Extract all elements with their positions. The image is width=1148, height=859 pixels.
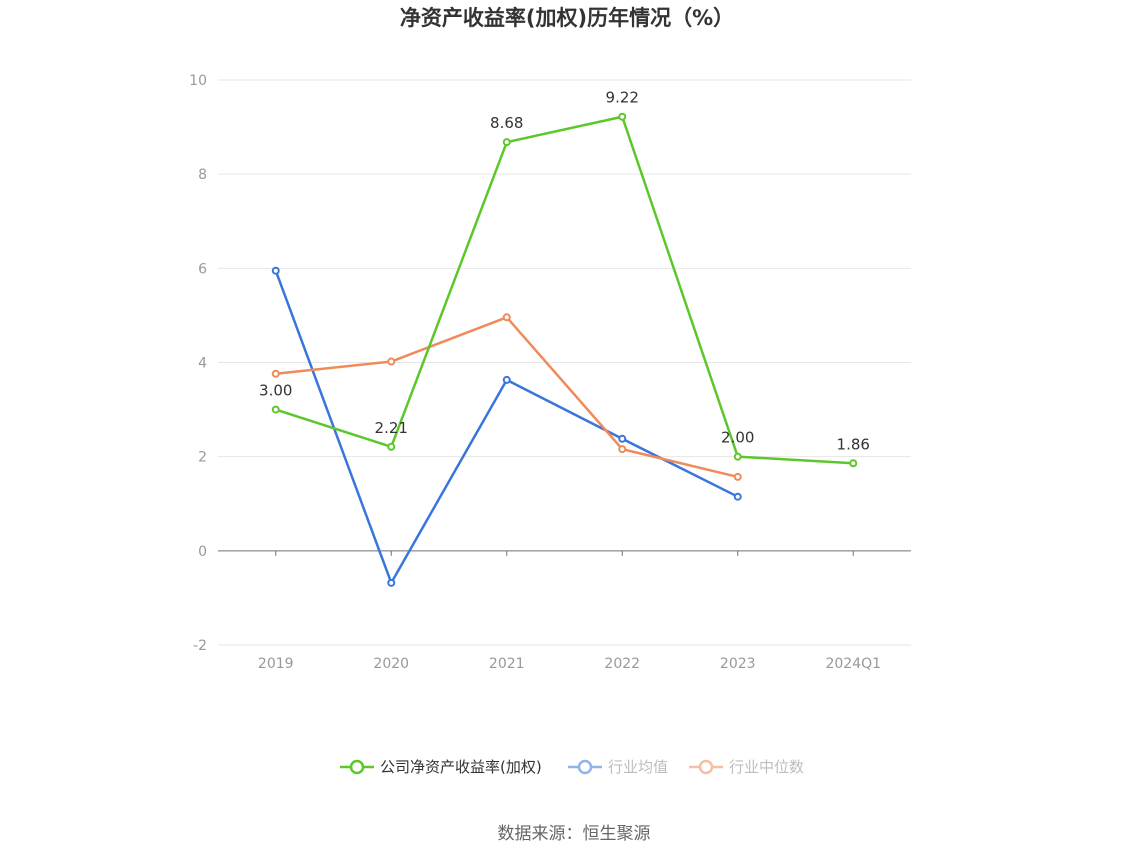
data-point	[733, 472, 742, 481]
data-label: 1.86	[837, 435, 870, 453]
data-point	[849, 459, 858, 468]
data-point	[618, 112, 627, 121]
series-0: 3.00 2.21 8.68 9.22 2.00 1.86	[259, 89, 870, 468]
series-line	[275, 115, 854, 465]
x-axis: 2019 2020 2021 2022 2023 2024Q1	[218, 550, 911, 672]
x-tick-label: 2022	[604, 656, 640, 672]
y-tick-label: 8	[198, 167, 207, 183]
x-tick-label: 2023	[720, 656, 756, 672]
data-point	[502, 138, 511, 147]
chart-title: 净资产收益率(加权)历年情况（%）	[400, 6, 734, 30]
x-tick-label: 2019	[258, 656, 294, 672]
data-point	[387, 442, 396, 451]
source-note: 数据来源：恒生聚源	[498, 824, 651, 844]
grid	[218, 79, 911, 646]
data-point	[618, 445, 627, 454]
data-point	[733, 492, 742, 501]
y-tick-label: 10	[189, 73, 207, 89]
data-point	[387, 357, 396, 366]
data-point	[618, 434, 627, 443]
data-label: 2.21	[375, 419, 408, 437]
legend-marker	[349, 759, 365, 775]
data-label: 9.22	[606, 89, 639, 107]
y-tick-label: 2	[198, 450, 207, 466]
series-line	[275, 316, 739, 479]
data-point	[271, 266, 280, 275]
x-tick-label: 2021	[489, 656, 525, 672]
data-point	[387, 578, 396, 587]
y-tick-label: 6	[198, 261, 207, 277]
y-tick-label: 4	[198, 356, 207, 372]
legend-marker	[698, 759, 714, 775]
data-point	[271, 369, 280, 378]
data-point	[502, 313, 511, 322]
legend-marker	[577, 759, 593, 775]
data-point	[733, 452, 742, 461]
data-point	[271, 405, 280, 414]
legend-label: 行业均值	[608, 758, 668, 776]
data-point	[502, 375, 511, 384]
legend-item-0: 公司净资产收益率(加权)	[340, 758, 542, 776]
legend: 公司净资产收益率(加权) 行业均值 行业中位数	[340, 758, 804, 776]
legend-item-1: 行业均值	[568, 758, 668, 776]
legend-label: 公司净资产收益率(加权)	[380, 758, 542, 776]
y-tick-label: 0	[198, 544, 207, 560]
x-tick-label: 2024Q1	[825, 656, 881, 672]
legend-label: 行业中位数	[729, 758, 804, 776]
y-tick-label: -2	[193, 638, 207, 654]
legend-item-2: 行业中位数	[689, 758, 804, 776]
data-label: 8.68	[490, 114, 523, 132]
data-label: 3.00	[259, 382, 292, 400]
data-label: 2.00	[721, 429, 754, 447]
series-2	[271, 313, 742, 481]
y-axis: 10 8 6 4 2 0 -2	[189, 73, 207, 654]
x-tick-label: 2020	[373, 656, 409, 672]
series-group: 3.00 2.21 8.68 9.22 2.00 1.86	[259, 89, 870, 587]
